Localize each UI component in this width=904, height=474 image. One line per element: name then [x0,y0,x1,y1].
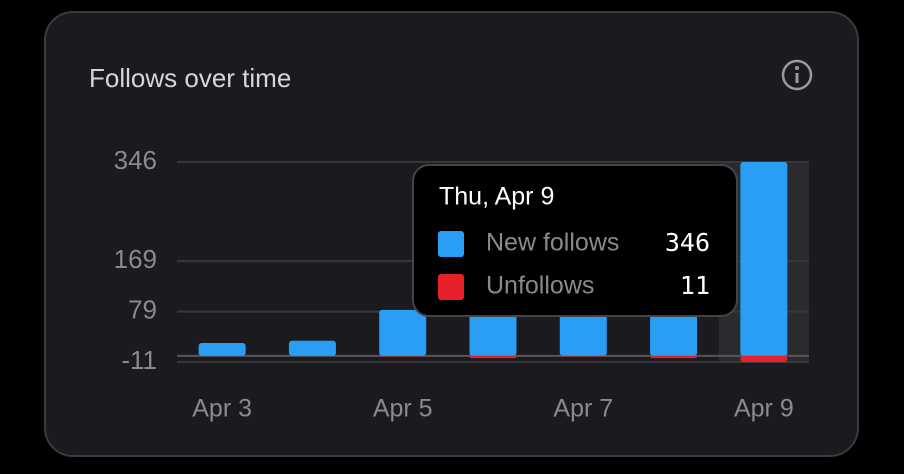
y-tick-label: 169 [114,244,157,274]
bar [198,342,246,356]
bar [559,306,607,356]
bar [288,340,336,356]
info-button[interactable] [781,59,813,91]
legend-label: New follows [486,229,619,257]
bar [469,355,517,359]
legend-swatch [438,274,464,300]
x-tick-label: Apr 5 [373,395,433,423]
tooltip [412,164,738,317]
y-tick-label: 346 [114,145,157,175]
bar [469,304,517,356]
tooltip-value: 11 [680,271,710,300]
y-tick-label: -11 [121,345,157,375]
y-tick-label: 79 [128,294,157,324]
legend-label: Unfollows [486,272,594,300]
bar [650,355,698,359]
bar [379,309,427,356]
tooltip-value: 346 [665,228,710,257]
bar [559,355,607,357]
legend-swatch [438,231,464,257]
bar [379,355,427,357]
info-dot [795,66,799,70]
x-tick-label: Apr 9 [734,395,794,423]
bar [740,355,788,362]
x-tick-label: Apr 3 [192,395,252,423]
info-icon[interactable] [781,59,813,91]
chart-title: Follows over time [89,63,291,93]
x-tick-label: Apr 7 [553,395,613,423]
bar [650,307,698,356]
tooltip-title: Thu, Apr 9 [439,183,554,211]
bar [740,162,788,356]
